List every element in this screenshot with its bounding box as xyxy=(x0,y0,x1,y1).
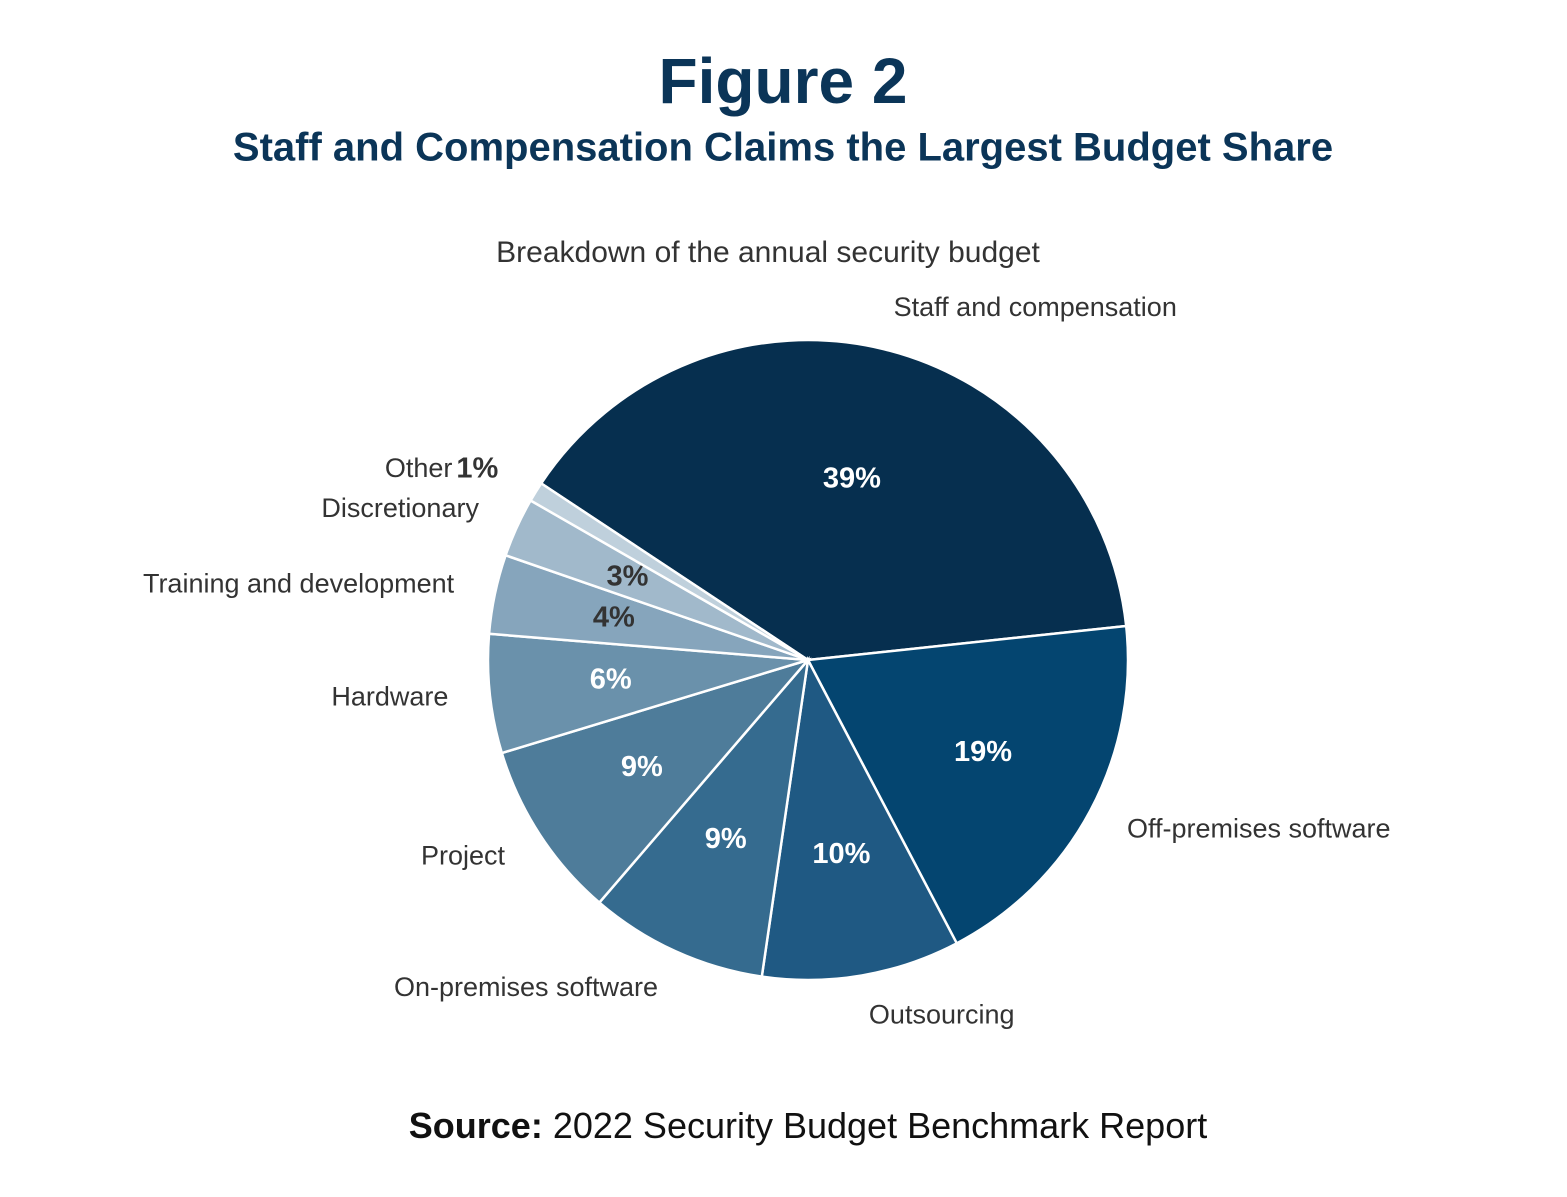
value-label: 10% xyxy=(812,838,870,870)
slice-label: Staff and compensation xyxy=(894,292,1177,322)
slice-label: Project xyxy=(421,841,506,871)
value-label: 39% xyxy=(823,462,881,494)
pie-slice xyxy=(528,481,809,662)
pie-slice xyxy=(806,624,1130,946)
chart-title: Figure 2 xyxy=(659,45,908,117)
source-note: Source: 2022 Security Budget Benchmark R… xyxy=(409,1105,1207,1146)
value-label: 9% xyxy=(705,823,747,855)
slice-label: Other xyxy=(385,453,453,483)
value-label: 19% xyxy=(954,736,1012,768)
pie-slice xyxy=(760,656,959,982)
source-text: 2022 Security Budget Benchmark Report xyxy=(553,1105,1207,1146)
pie-slice xyxy=(486,632,809,755)
chart-subtitle: Staff and Compensation Claims the Larges… xyxy=(233,126,1333,170)
value-label: 9% xyxy=(621,751,663,783)
value-label: 1% xyxy=(456,453,498,485)
pie-slice xyxy=(597,655,810,979)
value-label: 6% xyxy=(590,664,632,696)
slice-label: Off-premises software xyxy=(1127,813,1391,843)
slice-label: Hardware xyxy=(331,682,448,712)
slice-label: On-premises software xyxy=(394,972,658,1002)
slice-label: Training and development xyxy=(143,569,455,599)
pie-title: Breakdown of the annual security budget xyxy=(496,236,1040,269)
source-label: Source: xyxy=(409,1105,543,1146)
slice-label: Discretionary xyxy=(321,493,479,523)
value-label: 4% xyxy=(593,602,635,634)
pie-slice xyxy=(500,657,812,905)
slice-label: Outsourcing xyxy=(869,1000,1015,1030)
